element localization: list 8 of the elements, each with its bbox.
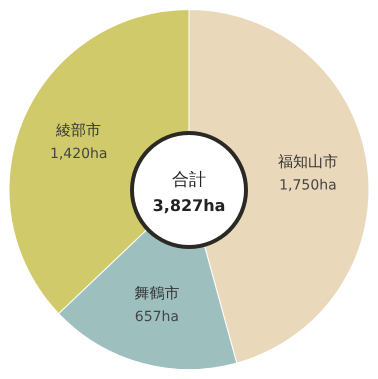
slice-label: 綾部市 <box>55 121 102 140</box>
slice-label: 舞鶴市 <box>134 284 180 302</box>
slice-label: 福知山市 <box>278 152 338 170</box>
text: 3,827ha <box>152 196 226 215</box>
text: 合計 <box>172 170 206 190</box>
data-label: 1,420ha <box>50 146 108 162</box>
data-label: 657ha <box>134 309 179 326</box>
data-label: 1,750ha <box>279 177 337 194</box>
